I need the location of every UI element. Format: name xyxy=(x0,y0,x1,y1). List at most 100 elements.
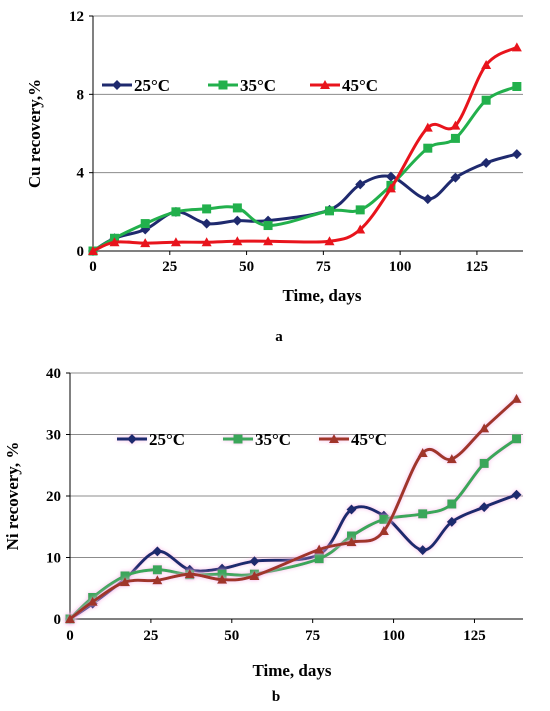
data-point xyxy=(511,489,522,500)
series-line xyxy=(92,152,518,253)
legend-marker xyxy=(233,434,243,444)
series-line xyxy=(69,493,518,621)
series-45°C xyxy=(65,393,522,623)
y-tick-label: 4 xyxy=(77,166,85,182)
data-point xyxy=(346,537,357,547)
y-tick-label: 10 xyxy=(46,551,61,567)
x-tick-label: 100 xyxy=(389,259,412,275)
data-point xyxy=(249,570,260,580)
x-tick-label: 50 xyxy=(224,628,239,644)
x-tick-label: 25 xyxy=(143,628,158,644)
chart-a: 0 4 8 12 0 25 50 75 100 125 Time, days Cu recovery,… xyxy=(25,9,523,345)
legend-entry xyxy=(223,434,253,444)
data-point xyxy=(263,236,274,246)
legend-marker xyxy=(329,434,339,443)
data-point xyxy=(450,172,461,183)
x-tick-label: 75 xyxy=(316,259,331,275)
data-point xyxy=(355,205,365,215)
data-point xyxy=(171,207,181,217)
series-line xyxy=(69,397,518,621)
data-point xyxy=(263,221,273,231)
legend-label: 45°C xyxy=(351,430,387,449)
chart-b: 0 10 20 30 40 0 25 50 75 100 125 Time, days Ni recov… xyxy=(3,366,523,705)
data-point xyxy=(378,526,389,536)
data-point xyxy=(314,554,324,564)
data-point xyxy=(201,237,212,247)
data-point xyxy=(184,569,195,579)
y-axis-label: Ni recovery, % xyxy=(3,442,22,551)
data-point xyxy=(201,218,212,229)
panel-label: a xyxy=(275,329,283,345)
data-point xyxy=(481,157,492,168)
data-point xyxy=(152,546,163,557)
data-point xyxy=(232,236,243,246)
legend-marker xyxy=(112,80,122,90)
x-tick-label: 75 xyxy=(305,628,320,644)
x-tick-label: 0 xyxy=(89,259,97,275)
legend-label: 45°C xyxy=(342,76,378,95)
data-point xyxy=(87,596,98,606)
data-point xyxy=(512,434,522,444)
data-point xyxy=(120,571,130,581)
data-point xyxy=(314,544,325,554)
legend: 25°C 35°C 45°C xyxy=(102,76,378,95)
y-tick-label: 0 xyxy=(77,244,85,260)
data-point xyxy=(446,454,457,464)
data-point xyxy=(249,556,260,567)
data-point xyxy=(417,447,428,457)
x-tick-label: 25 xyxy=(162,259,177,275)
legend: 25°C 35°C 45°C xyxy=(117,430,387,449)
data-point xyxy=(423,143,433,153)
data-point xyxy=(217,574,228,584)
data-point xyxy=(217,569,227,579)
legend-entry xyxy=(208,80,238,90)
y-axis-label: Cu recovery,% xyxy=(25,79,44,188)
x-tick-label: 125 xyxy=(463,628,486,644)
data-point xyxy=(109,237,120,247)
x-tick-label: 50 xyxy=(239,259,254,275)
data-point xyxy=(481,95,491,105)
data-point xyxy=(385,171,396,182)
data-point xyxy=(120,577,131,587)
data-point xyxy=(325,206,334,216)
data-point xyxy=(88,246,98,255)
series-25°C xyxy=(65,489,522,624)
y-tick-label: 0 xyxy=(54,612,62,628)
x-axis-label: Time, days xyxy=(282,286,361,305)
data-point xyxy=(152,575,163,585)
data-point xyxy=(418,509,428,519)
data-point xyxy=(170,237,181,247)
panel-label: b xyxy=(272,689,280,705)
data-point xyxy=(422,122,433,132)
y-tick-label: 8 xyxy=(77,87,85,103)
x-tick-label: 100 xyxy=(382,628,405,644)
legend-label: 25°C xyxy=(149,430,185,449)
data-point xyxy=(479,458,489,468)
data-point xyxy=(140,219,150,229)
data-point xyxy=(385,183,396,193)
y-tick-label: 20 xyxy=(46,489,61,505)
legend-marker xyxy=(320,80,330,89)
data-point xyxy=(355,179,366,190)
x-axis-label: Time, days xyxy=(252,661,331,680)
data-point xyxy=(355,224,366,234)
legend-entry xyxy=(319,434,349,443)
legend-entry xyxy=(117,434,147,444)
series-line xyxy=(92,85,518,253)
legend-label: 35°C xyxy=(240,76,276,95)
data-point xyxy=(481,59,492,69)
data-point xyxy=(140,238,151,248)
data-point xyxy=(511,393,522,403)
x-tick-label: 125 xyxy=(466,259,489,275)
data-point xyxy=(512,82,522,91)
series-25°C xyxy=(88,149,522,256)
y-tick-label: 12 xyxy=(69,9,84,25)
data-point xyxy=(479,502,490,513)
legend-label: 25°C xyxy=(134,76,170,95)
data-point xyxy=(152,565,162,575)
data-point xyxy=(422,194,433,205)
data-point xyxy=(65,614,75,623)
series-45°C xyxy=(88,42,522,255)
legend-label: 35°C xyxy=(255,430,291,449)
